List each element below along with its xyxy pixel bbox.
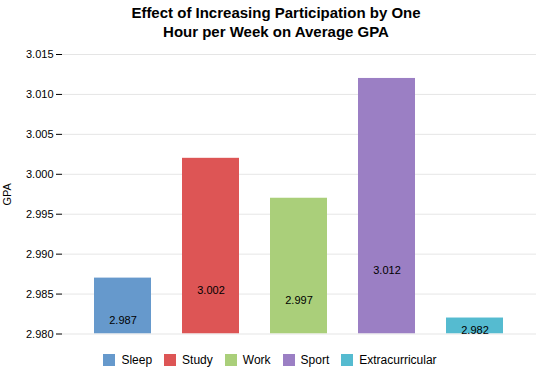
html-text:Extracurricular: Extracurricular: [359, 352, 437, 367]
html-text:Work: Work: [242, 352, 271, 367]
svg-text:2.982: 2.982: [461, 323, 489, 335]
html-text:Study: Study: [182, 352, 213, 367]
svg-text:3.010: 3.010: [26, 87, 54, 99]
svg-text:3.000: 3.000: [26, 167, 54, 179]
svg-text:3.015: 3.015: [26, 48, 54, 60]
svg-text:2.987: 2.987: [109, 313, 137, 325]
svg-text:2.995: 2.995: [26, 207, 54, 219]
svg-text:3.002: 3.002: [197, 283, 225, 295]
svg-text:GPA: GPA: [1, 182, 13, 205]
svg-text:3.005: 3.005: [26, 127, 54, 139]
svg-text:2.990: 2.990: [26, 247, 54, 259]
svg-text:3.012: 3.012: [373, 263, 401, 275]
svg-text:2.997: 2.997: [285, 293, 313, 305]
html-text:Sleep: Sleep: [121, 352, 153, 367]
html-text:Sport: Sport: [300, 352, 330, 367]
svg-text:2.985: 2.985: [26, 287, 54, 299]
html-text:Effect of Increasing Participa: Effect of Increasing Participation by On…: [131, 4, 421, 40]
svg-text:2.980: 2.980: [26, 327, 54, 339]
